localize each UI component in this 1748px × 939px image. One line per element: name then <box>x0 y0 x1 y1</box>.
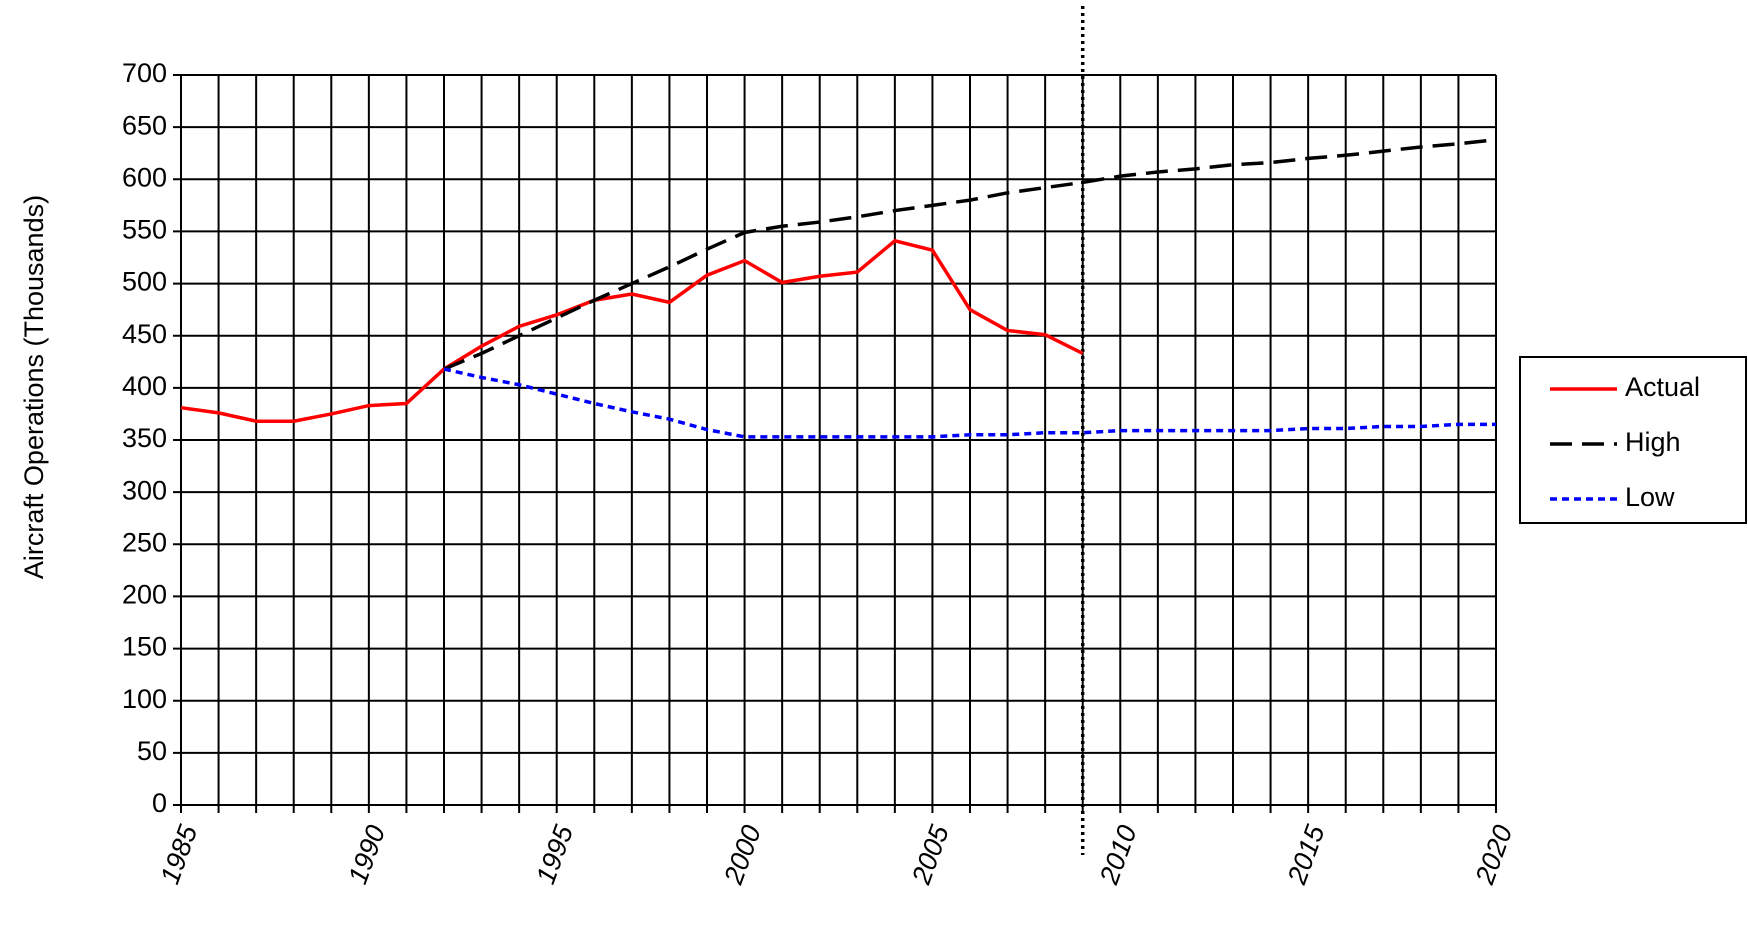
legend-label: Low <box>1625 482 1675 512</box>
x-tick-label: 2010 <box>1094 821 1143 889</box>
y-tick-label: 350 <box>122 423 167 453</box>
y-tick-label: 550 <box>122 215 167 245</box>
y-tick-label: 450 <box>122 319 167 349</box>
x-tick-label: 1985 <box>155 820 204 888</box>
y-tick-label: 650 <box>122 110 167 140</box>
x-tick-label: 2020 <box>1469 821 1518 889</box>
y-tick-label: 600 <box>122 162 167 192</box>
y-tick-label: 400 <box>122 371 167 401</box>
x-tick-label: 1995 <box>530 820 579 888</box>
y-tick-label: 100 <box>122 684 167 714</box>
y-tick-label: 50 <box>137 736 167 766</box>
y-tick-label: 0 <box>152 788 167 818</box>
y-axis-label: Aircraft Operations (Thousands) <box>19 195 49 579</box>
y-tick-label: 700 <box>122 58 167 88</box>
x-tick-label: 2000 <box>718 821 767 889</box>
y-tick-label: 200 <box>122 580 167 610</box>
legend-label: Actual <box>1625 372 1700 402</box>
legend-box <box>1519 356 1747 524</box>
series-line <box>443 367 1496 439</box>
x-tick-label: 2005 <box>906 820 955 889</box>
series-line <box>180 238 1084 423</box>
legend-label: High <box>1625 427 1681 457</box>
x-tick-label: 2015 <box>1281 820 1330 889</box>
y-tick-label: 300 <box>122 475 167 505</box>
series-line <box>443 137 1497 371</box>
y-tick-label: 150 <box>122 632 167 662</box>
x-tick-label: 1990 <box>342 821 391 888</box>
y-tick-label: 500 <box>122 267 167 297</box>
y-tick-label: 250 <box>122 527 167 557</box>
